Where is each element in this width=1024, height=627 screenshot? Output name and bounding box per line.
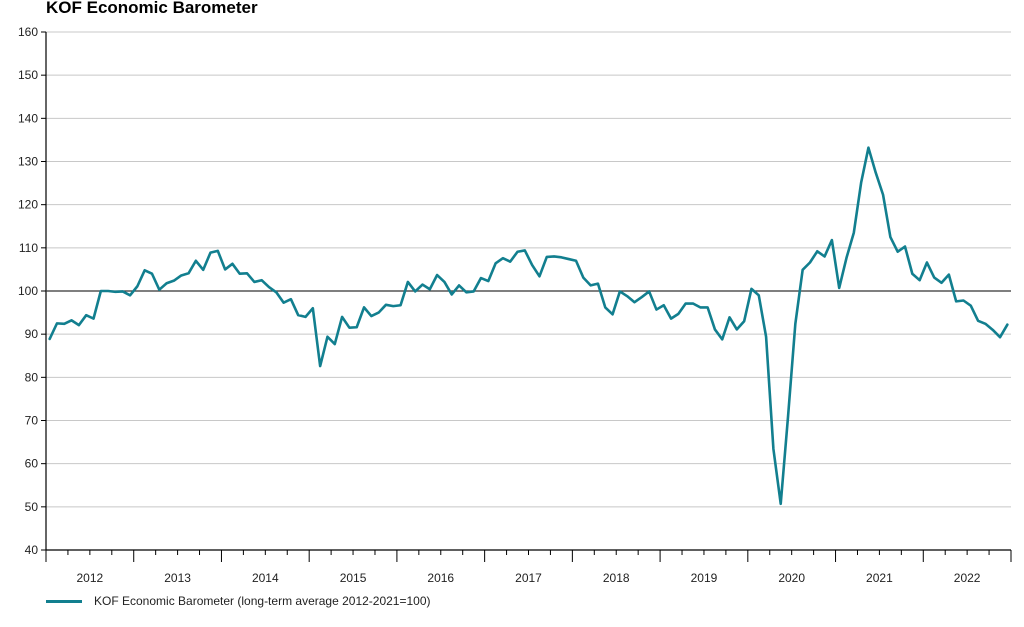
x-tick-label: 2019 <box>691 571 718 585</box>
y-tick-label: 50 <box>25 500 39 514</box>
y-tick-label: 130 <box>18 155 38 169</box>
x-tick-label: 2012 <box>77 571 104 585</box>
y-tick-label: 100 <box>18 284 38 298</box>
x-tick-label: 2022 <box>954 571 981 585</box>
x-tick-label: 2015 <box>340 571 367 585</box>
chart-title: KOF Economic Barometer <box>46 0 258 17</box>
series-layer <box>48 146 1009 506</box>
x-tick-label: 2017 <box>515 571 542 585</box>
x-tick-label: 2020 <box>778 571 805 585</box>
y-tick-label: 140 <box>18 111 38 125</box>
x-tick-label: 2021 <box>866 571 893 585</box>
legend-swatch <box>46 599 82 603</box>
series-line <box>48 146 1009 506</box>
x-tick-label: 2016 <box>427 571 454 585</box>
y-tick-label: 150 <box>18 68 38 82</box>
y-tick-label: 90 <box>25 327 39 341</box>
x-tick-label: 2014 <box>252 571 279 585</box>
legend: KOF Economic Barometer (long-term averag… <box>46 594 431 608</box>
x-tick-label: 2018 <box>603 571 630 585</box>
x-axis: 2012 2013 2014 2015 2016 2017 2018 2019 2020 2021… <box>45 549 1012 585</box>
y-tick-label: 60 <box>25 457 39 471</box>
x-tick-label: 2013 <box>164 571 191 585</box>
y-tick-label: 80 <box>25 370 39 384</box>
y-tick-label: 160 <box>18 25 38 39</box>
y-tick-label: 120 <box>18 198 38 212</box>
legend-label: KOF Economic Barometer (long-term averag… <box>94 594 431 608</box>
y-tick-label: 110 <box>19 241 38 255</box>
y-axis: 40 50 60 70 80 90 100 110 120 130 140 150 160 <box>18 25 47 557</box>
y-tick-label: 70 <box>25 414 39 428</box>
y-tick-label: 40 <box>25 543 39 557</box>
